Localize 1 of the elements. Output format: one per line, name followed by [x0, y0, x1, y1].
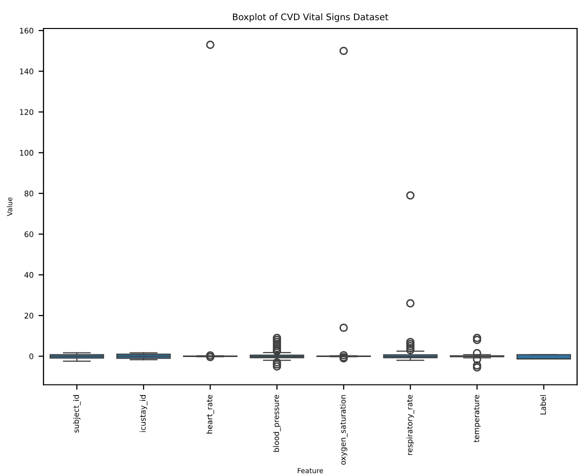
- chart-title: Boxplot of CVD Vital Signs Dataset: [233, 13, 388, 22]
